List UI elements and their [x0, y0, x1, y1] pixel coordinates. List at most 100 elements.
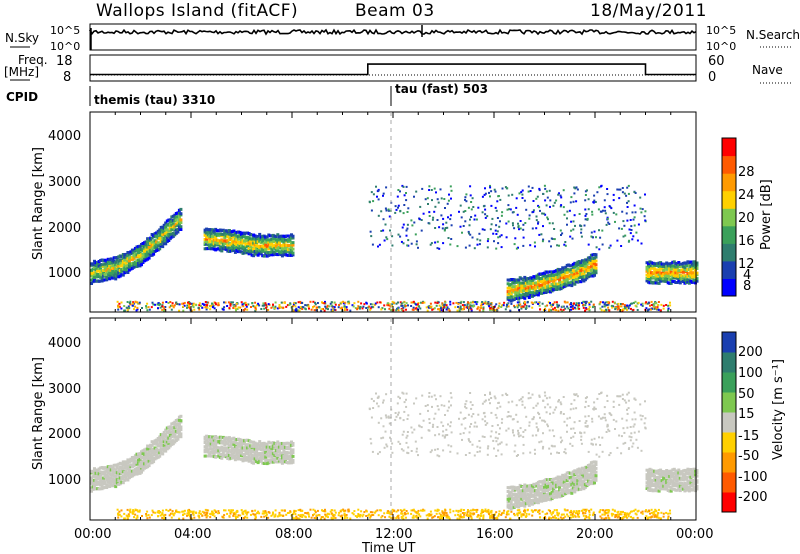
velocity-cell	[584, 421, 587, 424]
velocity-cell	[538, 394, 541, 397]
velocity-cell	[282, 444, 286, 448]
power-cell	[192, 306, 195, 308]
velocity-cell	[589, 472, 593, 476]
power-cell	[509, 292, 513, 296]
power-cell	[464, 196, 467, 199]
velocity-cell	[400, 448, 403, 451]
velocity-cell	[683, 473, 687, 477]
velocity-cell	[559, 483, 563, 487]
power-cell	[177, 303, 180, 306]
power-cell	[197, 307, 200, 309]
cpid-segment-2: tau (fast) 503	[395, 82, 488, 96]
power-cell	[532, 285, 536, 289]
power-cell	[624, 234, 627, 237]
velocity-cell	[522, 452, 525, 455]
power-cell	[457, 305, 459, 308]
velocity-cell	[622, 442, 625, 445]
velocity-cell	[382, 399, 385, 402]
power-cell	[114, 267, 118, 270]
power-cell	[422, 300, 425, 303]
power-cell	[579, 261, 583, 265]
power-cell	[585, 308, 588, 311]
power-cell	[518, 301, 521, 304]
power-cell	[486, 240, 489, 243]
power-cell	[549, 277, 552, 281]
power-cell	[379, 301, 382, 304]
power-cell	[456, 309, 459, 312]
power-cell	[443, 303, 446, 306]
velocity-cell	[174, 435, 178, 439]
velocity-cell	[660, 487, 664, 491]
power-cell	[263, 307, 266, 310]
power-cell	[492, 308, 495, 311]
power-cell	[493, 188, 496, 191]
velocity-cell	[654, 486, 658, 490]
power-cell	[571, 305, 574, 308]
velocity-cell	[586, 396, 588, 399]
velocity-cell	[572, 435, 575, 438]
velocity-cell	[598, 455, 601, 458]
power-cell	[234, 307, 237, 310]
velocity-cell	[641, 512, 644, 515]
power-cell	[495, 233, 498, 235]
power-cell	[326, 305, 329, 308]
velocity-cell	[583, 485, 587, 489]
power-cell	[522, 244, 525, 247]
power-cell	[531, 306, 534, 309]
power-cell	[429, 305, 432, 308]
power-cell	[484, 187, 486, 190]
velocity-cell	[517, 486, 521, 489]
power-cell	[639, 207, 642, 210]
velocity-cell	[523, 483, 527, 487]
velocity-cell	[114, 479, 118, 483]
velocity-cell	[440, 421, 443, 424]
velocity-cell	[546, 485, 549, 489]
power-cell	[543, 274, 546, 278]
velocity-cell	[527, 496, 531, 500]
velocity-cell	[527, 397, 530, 400]
power-cell	[347, 300, 350, 303]
power-cell	[436, 247, 439, 250]
power-cell	[637, 301, 640, 304]
power-cell	[397, 301, 399, 304]
power-cell	[386, 304, 389, 307]
power-cell	[506, 187, 509, 190]
power-cell	[440, 197, 443, 200]
power-cell	[592, 304, 595, 307]
power-cell	[124, 264, 128, 268]
velocity-cell	[589, 476, 593, 480]
power-cell	[611, 306, 614, 309]
power-cell	[549, 274, 552, 278]
power-cb-tick-4: 4	[743, 268, 751, 283]
velocity-cell	[368, 407, 371, 410]
velocity-cell	[571, 444, 574, 447]
power-cell	[517, 224, 520, 227]
power-cell	[525, 208, 528, 211]
power-cell	[512, 289, 516, 293]
power-cell	[103, 264, 107, 268]
velocity-cell	[126, 464, 130, 468]
velocity-cell	[692, 471, 696, 475]
power-cell	[553, 301, 556, 304]
power-ytick-1000: 1000	[48, 266, 81, 281]
power-cell	[501, 187, 504, 190]
velocity-cell	[531, 434, 534, 437]
velocity-cell	[496, 407, 499, 410]
power-cell	[490, 190, 493, 193]
velocity-cell	[633, 411, 636, 414]
velocity-cell	[490, 411, 493, 414]
velocity-cell	[524, 429, 527, 432]
power-cell	[226, 230, 230, 234]
power-cell	[535, 197, 538, 200]
velocity-cell	[641, 415, 644, 418]
power-cell	[114, 263, 118, 267]
velocity-cell	[560, 411, 563, 413]
velocity-cell	[556, 451, 559, 454]
power-cell	[247, 303, 250, 306]
velocity-cell	[246, 452, 249, 456]
velocity-cell	[585, 477, 589, 481]
velocity-cell	[291, 443, 295, 447]
power-cell	[580, 235, 583, 238]
power-cell	[126, 259, 130, 263]
power-cell	[332, 306, 335, 309]
